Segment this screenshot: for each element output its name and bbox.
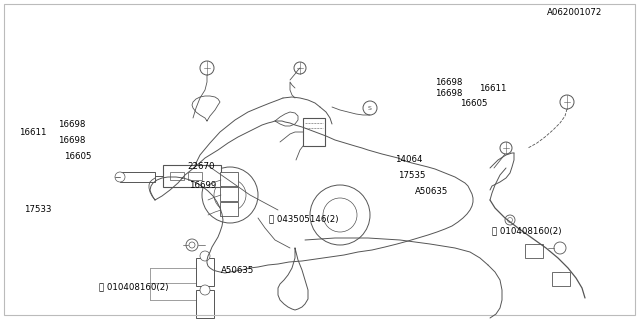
Text: 16698: 16698: [435, 89, 463, 98]
Bar: [196, 290, 214, 318]
Circle shape: [557, 276, 563, 281]
Bar: [120, 172, 155, 182]
Circle shape: [505, 215, 515, 225]
Circle shape: [202, 167, 258, 223]
Circle shape: [554, 242, 566, 254]
Bar: [303, 118, 325, 146]
Bar: [170, 172, 184, 180]
Text: 17535: 17535: [398, 171, 426, 180]
Circle shape: [200, 285, 210, 295]
Bar: [220, 202, 238, 216]
Bar: [220, 172, 238, 186]
Circle shape: [294, 62, 306, 74]
Text: 17533: 17533: [24, 205, 51, 214]
Circle shape: [560, 95, 574, 109]
Text: 16698: 16698: [435, 78, 463, 87]
Circle shape: [532, 247, 538, 252]
Text: 16605: 16605: [460, 100, 487, 108]
Circle shape: [363, 101, 377, 115]
Circle shape: [214, 179, 246, 211]
Text: Ⓑ 010408160(2): Ⓑ 010408160(2): [99, 282, 169, 291]
Text: 16611: 16611: [19, 128, 47, 137]
Circle shape: [323, 198, 357, 232]
Text: 16698: 16698: [58, 136, 85, 145]
Bar: [163, 165, 221, 187]
Text: A50635: A50635: [221, 266, 254, 275]
Text: S: S: [368, 106, 372, 110]
Text: 16611: 16611: [479, 84, 506, 93]
Circle shape: [186, 239, 198, 251]
Text: Ⓢ 043505146(2): Ⓢ 043505146(2): [269, 215, 339, 224]
Circle shape: [115, 172, 125, 182]
Text: 14064: 14064: [395, 155, 422, 164]
Bar: [552, 272, 570, 286]
Text: Ⓑ 010408160(2): Ⓑ 010408160(2): [492, 226, 561, 235]
Circle shape: [530, 245, 540, 255]
Bar: [188, 172, 202, 180]
Text: 22670: 22670: [188, 162, 215, 171]
Text: 16605: 16605: [64, 152, 92, 161]
Bar: [196, 258, 214, 286]
Circle shape: [500, 142, 512, 154]
Circle shape: [310, 185, 370, 245]
Text: 16699: 16699: [189, 181, 216, 190]
Circle shape: [555, 273, 565, 283]
Bar: [220, 187, 238, 201]
Text: 16698: 16698: [58, 120, 85, 129]
Text: A50635: A50635: [415, 187, 448, 196]
Circle shape: [200, 251, 210, 261]
Bar: [525, 244, 543, 258]
Circle shape: [200, 61, 214, 75]
Circle shape: [189, 242, 195, 248]
Circle shape: [508, 218, 513, 222]
Text: A062001072: A062001072: [547, 8, 603, 17]
